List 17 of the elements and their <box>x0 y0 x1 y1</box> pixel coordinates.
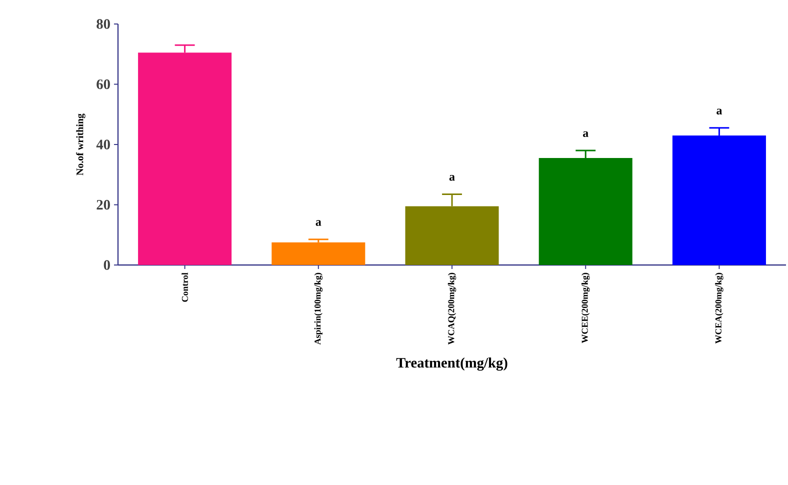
bar <box>272 242 366 265</box>
annotation: a <box>583 131 588 138</box>
y-tick-label: 80 <box>96 19 110 29</box>
y-tick-label: 0 <box>104 260 110 270</box>
x-tick-label: WCEA(200mg/kg) <box>715 272 724 344</box>
x-tick-label: WCEE(200mg/kg) <box>582 272 590 344</box>
y-tick-label: 60 <box>96 79 110 90</box>
y-tick-label: 40 <box>96 140 110 150</box>
y-axis-title: No.of writhing <box>76 114 86 176</box>
y-tick-label: 20 <box>96 200 110 210</box>
annotation: a <box>449 175 455 181</box>
x-axis-title: Treatment(mg/kg) <box>396 358 508 371</box>
x-tick-label: Control <box>182 272 188 302</box>
x-tick-label: WCAQ(200mg/kg) <box>448 272 456 345</box>
x-tick-label: Aspirin(100mg/kg) <box>314 272 323 345</box>
annotation: a <box>316 220 322 226</box>
annotation: a <box>716 108 722 114</box>
